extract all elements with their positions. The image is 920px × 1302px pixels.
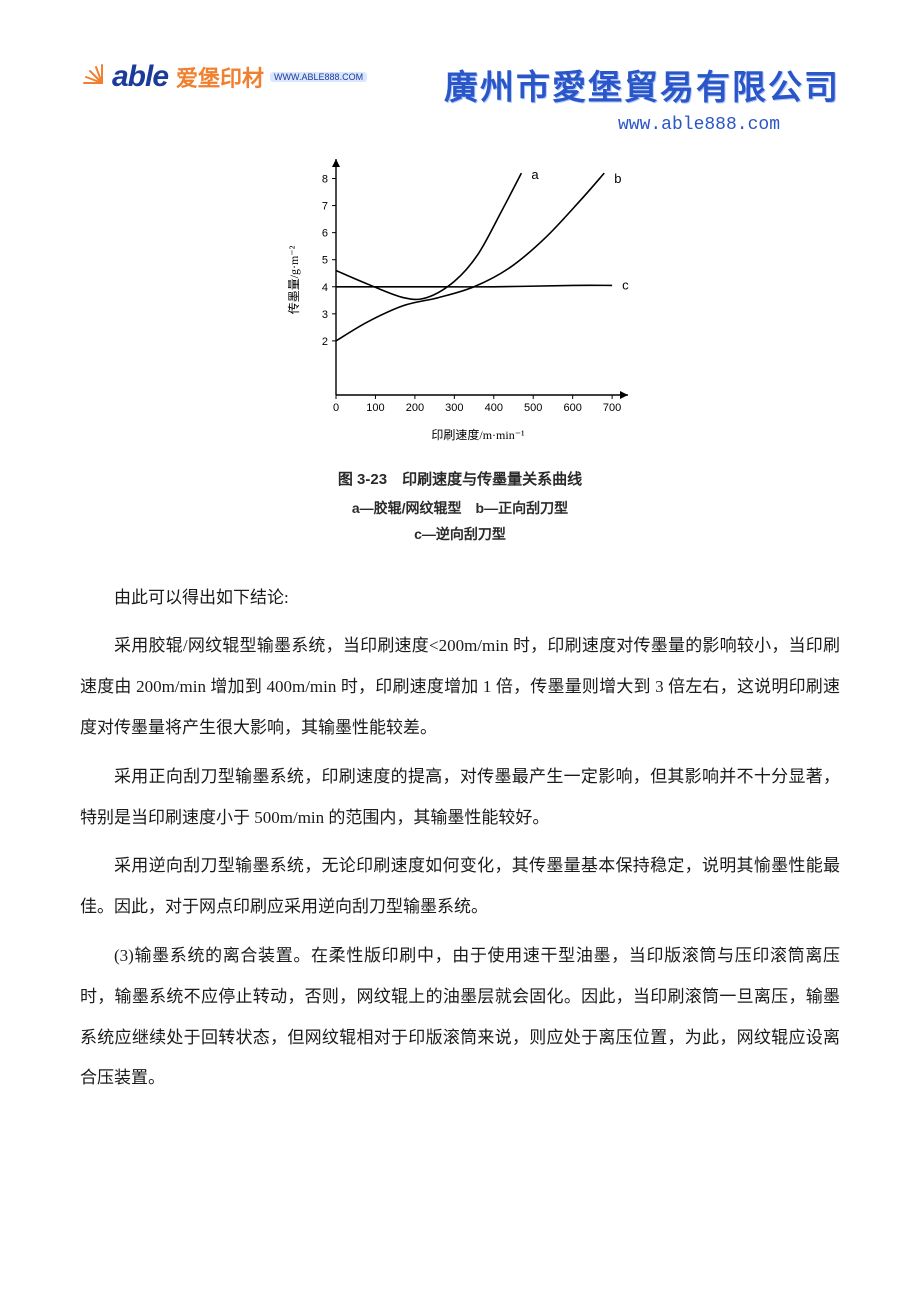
svg-text:b: b <box>614 171 621 186</box>
logo: able 爱堡印材 WWW.ABLE888.COM <box>80 60 367 94</box>
svg-text:印刷速度/m·min⁻¹: 印刷速度/m·min⁻¹ <box>431 427 525 442</box>
paragraph-4: (3)输墨系统的离合装置。在柔性版印刷中，由于使用速干型油墨，当印版滚筒与压印滚… <box>80 936 840 1099</box>
company-url: www.able888.com <box>397 115 780 135</box>
svg-text:300: 300 <box>445 402 463 414</box>
svg-text:500: 500 <box>524 402 542 414</box>
svg-text:5: 5 <box>322 255 328 267</box>
svg-text:2: 2 <box>322 336 328 348</box>
company-block: 廣州市愛堡貿易有限公司 www.able888.com <box>397 60 840 135</box>
page-header: able 爱堡印材 WWW.ABLE888.COM 廣州市愛堡貿易有限公司 ww… <box>80 60 840 135</box>
logo-sub-url: WWW.ABLE888.COM <box>270 72 367 82</box>
chart-legend-line-2: c—逆向刮刀型 <box>80 521 840 548</box>
paragraph-intro: 由此可以得出如下结论: <box>80 578 840 619</box>
paragraph-3: 采用逆向刮刀型输墨系统，无论印刷速度如何变化，其传墨量基本保持稳定，说明其愉墨性… <box>80 846 840 928</box>
svg-text:c: c <box>622 277 629 292</box>
logo-text-en: able <box>112 60 168 94</box>
svg-text:a: a <box>531 167 539 182</box>
svg-text:600: 600 <box>563 402 581 414</box>
page: able 爱堡印材 WWW.ABLE888.COM 廣州市愛堡貿易有限公司 ww… <box>0 0 920 1147</box>
svg-text:100: 100 <box>366 402 384 414</box>
paragraph-2: 采用正向刮刀型输墨系统，印刷速度的提高，对传墨最产生一定影响，但其影响并不十分显… <box>80 757 840 839</box>
svg-text:200: 200 <box>406 402 424 414</box>
svg-text:7: 7 <box>322 201 328 213</box>
svg-text:传墨量/g·m⁻²: 传墨量/g·m⁻² <box>286 245 301 314</box>
svg-text:8: 8 <box>322 174 328 186</box>
chart-legend-line-1: a—胶辊/网纹辊型 b—正向刮刀型 <box>80 495 840 522</box>
svg-text:700: 700 <box>603 402 621 414</box>
chart-figure: 2 3 4 5 6 7 8 0 100 200 300 400 500 600 700 印刷速度/m·min⁻… <box>80 155 840 548</box>
logo-text-cn: 爱堡印材 <box>176 61 264 93</box>
paragraph-1: 采用胶辊/网纹辊型输墨系统，当印刷速度<200m/min 时，印刷速度对传墨量的… <box>80 626 840 748</box>
logo-rays-icon <box>80 61 108 94</box>
body-text: 由此可以得出如下结论: 采用胶辊/网纹辊型输墨系统，当印刷速度<200m/min… <box>80 578 840 1100</box>
svg-text:0: 0 <box>333 402 339 414</box>
line-chart: 2 3 4 5 6 7 8 0 100 200 300 400 500 600 700 印刷速度/m·min⁻… <box>280 155 640 445</box>
svg-text:4: 4 <box>322 282 328 294</box>
chart-caption-title: 图 3-23 印刷速度与传墨量关系曲线 <box>80 466 840 495</box>
company-name: 廣州市愛堡貿易有限公司 <box>397 60 840 109</box>
svg-text:6: 6 <box>322 228 328 240</box>
svg-text:3: 3 <box>322 309 328 321</box>
svg-text:400: 400 <box>485 402 503 414</box>
